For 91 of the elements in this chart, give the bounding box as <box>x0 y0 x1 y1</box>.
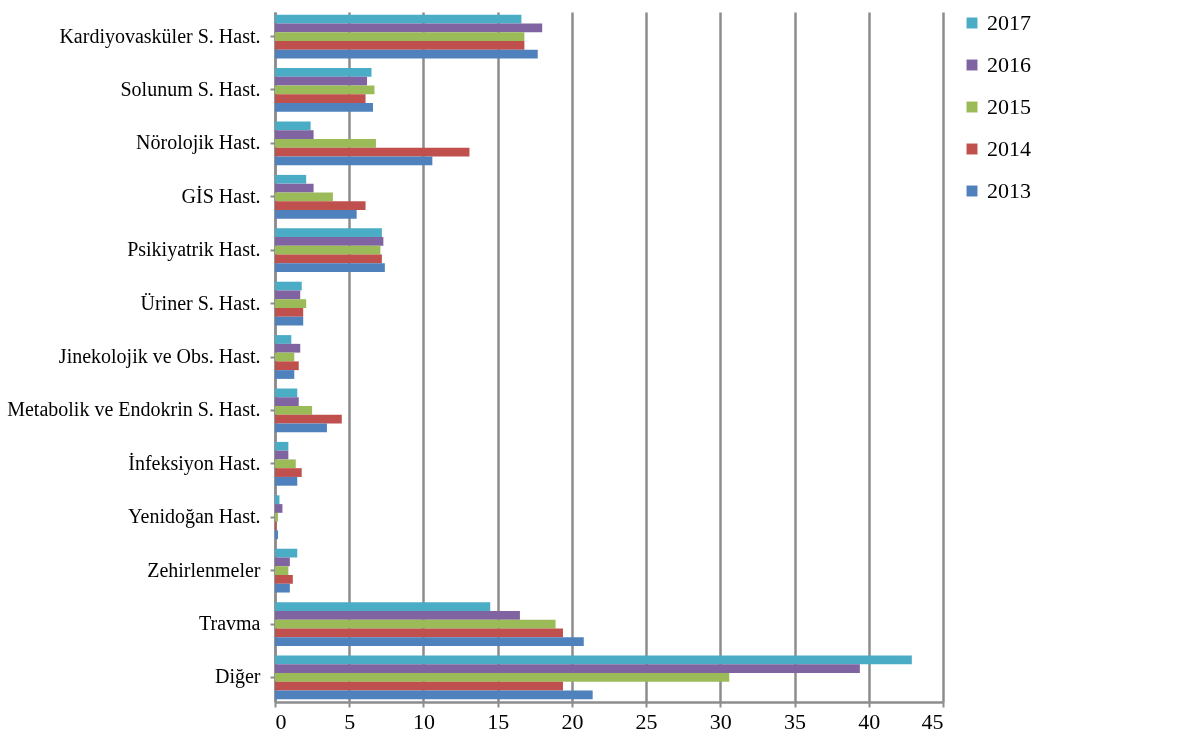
bar <box>275 602 491 611</box>
y-tick-label: Psikiyatrik Hast. <box>127 238 261 262</box>
bar <box>275 557 290 567</box>
bar <box>275 619 556 629</box>
bar <box>275 406 313 415</box>
bar <box>275 245 381 255</box>
y-tick-label: İnfeksiyon Hast. <box>128 451 261 475</box>
bar <box>275 681 563 691</box>
bar <box>275 468 302 477</box>
y-tick-label: Nörolojik Hast. <box>136 131 261 155</box>
bar <box>275 530 278 540</box>
bar <box>275 228 382 238</box>
x-tick-label: 40 <box>858 708 881 734</box>
bar <box>275 370 295 379</box>
y-tick-label: GİS Hast. <box>181 184 261 207</box>
bar <box>275 673 730 682</box>
bar <box>275 281 302 291</box>
bar <box>275 14 522 24</box>
bar <box>275 85 375 95</box>
bar <box>275 68 372 77</box>
bar <box>275 548 298 558</box>
bar <box>275 147 470 157</box>
x-tick-label: 25 <box>635 708 658 734</box>
bar <box>275 49 538 59</box>
bar <box>275 343 301 353</box>
x-tick-label: 10 <box>412 708 435 734</box>
bar <box>275 583 290 593</box>
bar <box>275 263 385 273</box>
bar <box>275 139 376 148</box>
bar <box>275 32 525 41</box>
bar <box>275 130 314 139</box>
bar <box>275 192 333 202</box>
y-tick-label: Diğer <box>214 665 261 689</box>
bar <box>275 237 384 246</box>
bar <box>275 504 283 513</box>
y-tick-label: Jinekolojik ve Obs. Hast. <box>58 345 261 368</box>
bar <box>275 512 278 522</box>
bar <box>275 637 584 646</box>
bar <box>275 94 366 104</box>
legend-label: 2015 <box>987 94 1031 119</box>
y-tick-label: Solunum S. Hast. <box>120 77 261 100</box>
bar <box>275 361 299 371</box>
x-tick-label: 5 <box>344 708 356 734</box>
x-tick-label: 30 <box>709 708 732 734</box>
bar <box>275 690 593 700</box>
bar <box>275 495 280 505</box>
bar <box>275 201 366 210</box>
bar <box>275 610 520 620</box>
bar <box>275 290 301 300</box>
bar <box>275 414 342 424</box>
bar <box>275 459 296 469</box>
bar <box>275 352 295 362</box>
bar <box>275 316 304 326</box>
bar <box>275 103 373 112</box>
bar <box>275 209 357 219</box>
bar <box>275 476 298 486</box>
bar <box>275 388 298 398</box>
legend-label: 2014 <box>987 136 1031 161</box>
y-tick-label: Kardiyovasküler S. Hast. <box>59 24 261 48</box>
bar <box>275 335 292 344</box>
bar <box>275 76 368 86</box>
bar <box>275 664 860 674</box>
bar <box>275 156 433 166</box>
bar <box>275 183 314 193</box>
y-tick-label: Yenidoğan Hast. <box>128 505 261 529</box>
y-tick-label: Üriner S. Hast. <box>140 291 261 314</box>
bar <box>275 254 382 264</box>
bar <box>275 121 311 131</box>
y-tick-label: Zehirlenmeler <box>147 558 261 581</box>
bar <box>275 423 327 433</box>
bar <box>275 40 525 50</box>
bar <box>275 174 307 184</box>
bar <box>275 628 563 638</box>
bar <box>275 575 293 584</box>
legend-label: 2017 <box>987 10 1031 35</box>
bar <box>275 397 299 407</box>
bar <box>275 655 912 665</box>
x-tick-label: 35 <box>784 708 807 734</box>
x-tick-label: 45 <box>921 708 944 734</box>
bar <box>275 307 304 317</box>
x-tick-label: 20 <box>561 708 584 734</box>
legend-label: 2013 <box>987 178 1031 203</box>
bar <box>275 299 307 308</box>
legend-label: 2016 <box>987 52 1031 77</box>
bar <box>275 441 289 451</box>
y-tick-label: Travma <box>199 612 261 635</box>
y-tick-label: Metabolik ve Endokrin S. Hast. <box>7 398 261 421</box>
bar <box>275 566 289 575</box>
bar <box>275 23 543 33</box>
x-tick-label: 0 <box>275 708 287 734</box>
x-tick-label: 15 <box>487 708 510 734</box>
